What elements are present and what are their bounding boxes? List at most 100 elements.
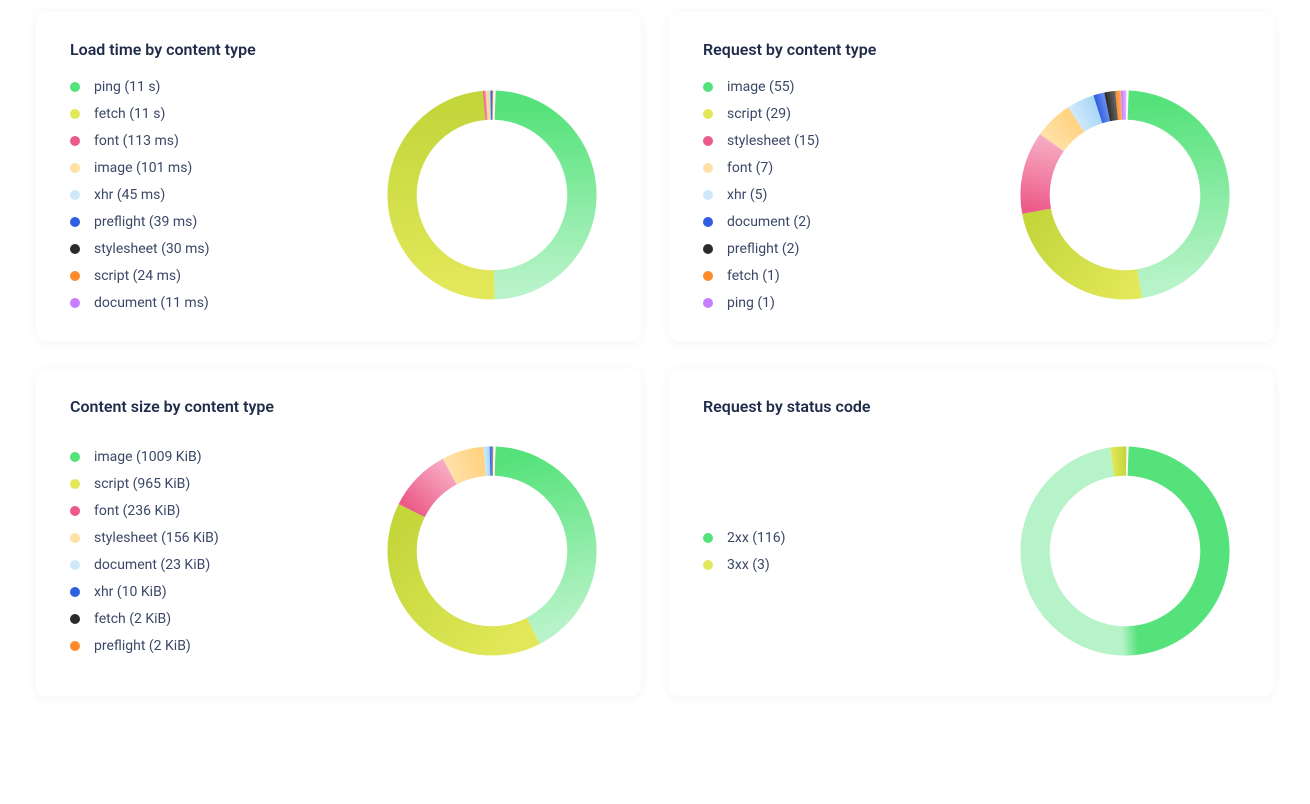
legend-label: xhr (45 ms) — [94, 187, 165, 203]
legend-swatch — [70, 506, 80, 516]
legend-label: script (965 KiB) — [94, 476, 190, 492]
donut-chart — [1010, 436, 1240, 666]
donut-segment — [387, 504, 540, 656]
legend-item: xhr (10 KiB) — [70, 584, 219, 600]
legend-label: xhr (5) — [727, 187, 767, 203]
legend-label: image (1009 KiB) — [94, 449, 202, 465]
donut-chart — [377, 436, 607, 666]
legend-label: font (236 KiB) — [94, 503, 180, 519]
donut-segment — [492, 90, 493, 119]
legend: image (1009 KiB) script (965 KiB) font (23… — [70, 449, 219, 654]
legend-swatch — [70, 82, 80, 92]
legend-label: stylesheet (156 KiB) — [94, 530, 219, 546]
legend-swatch — [70, 244, 80, 254]
legend-label: preflight (39 ms) — [94, 214, 197, 230]
legend-swatch — [70, 641, 80, 651]
legend-swatch — [70, 217, 80, 227]
legend-item: script (24 ms) — [70, 268, 209, 284]
donut-segment — [1022, 209, 1142, 300]
donut-segment — [494, 91, 597, 300]
legend-item: document (2) — [703, 214, 820, 230]
legend-item: ping (11 s) — [70, 79, 209, 95]
legend-swatch — [703, 560, 713, 570]
legend-swatch — [703, 217, 713, 227]
donut-segment — [495, 447, 597, 644]
legend-label: document (2) — [727, 214, 811, 230]
legend-item: preflight (2) — [703, 241, 820, 257]
legend-swatch — [70, 560, 80, 570]
legend-item: font (113 ms) — [70, 133, 209, 149]
legend-item: font (236 KiB) — [70, 503, 219, 519]
donut-segment — [387, 91, 494, 300]
legend-item: preflight (2 KiB) — [70, 638, 219, 654]
legend-swatch — [70, 587, 80, 597]
legend-label: 2xx (116) — [727, 530, 786, 546]
legend-swatch — [70, 190, 80, 200]
donut-chart — [377, 80, 607, 310]
legend-swatch — [70, 479, 80, 489]
legend: ping (11 s) fetch (11 s) font (113 ms) imag… — [70, 79, 209, 311]
legend-label: ping (1) — [727, 295, 775, 311]
legend-item: 3xx (3) — [703, 557, 786, 573]
legend-label: document (23 KiB) — [94, 557, 210, 573]
legend-item: stylesheet (156 KiB) — [70, 530, 219, 546]
legend-swatch — [70, 452, 80, 462]
panel-title: Request by status code — [703, 397, 1240, 416]
legend-label: font (113 ms) — [94, 133, 179, 149]
legend-swatch — [703, 190, 713, 200]
panel-body: ping (11 s) fetch (11 s) font (113 ms) imag… — [70, 79, 607, 311]
legend-label: image (101 ms) — [94, 160, 192, 176]
legend-item: document (11 ms) — [70, 295, 209, 311]
legend-swatch — [70, 298, 80, 308]
legend-swatch — [703, 533, 713, 543]
legend-label: font (7) — [727, 160, 773, 176]
legend-swatch — [703, 136, 713, 146]
legend-swatch — [70, 614, 80, 624]
legend-item: image (55) — [703, 79, 820, 95]
legend-item: ping (1) — [703, 295, 820, 311]
legend-swatch — [703, 109, 713, 119]
legend-swatch — [703, 271, 713, 281]
legend-swatch — [70, 163, 80, 173]
legend-label: stylesheet (30 ms) — [94, 241, 209, 257]
legend-label: ping (11 s) — [94, 79, 160, 95]
legend-item: stylesheet (15) — [703, 133, 820, 149]
legend-swatch — [703, 244, 713, 254]
legend: 2xx (116) 3xx (3) — [703, 530, 786, 573]
donut-chart — [1010, 80, 1240, 310]
panel-body: image (55) script (29) stylesheet (15) font… — [703, 79, 1240, 311]
legend-label: script (24 ms) — [94, 268, 181, 284]
legend-swatch — [70, 271, 80, 281]
legend: image (55) script (29) stylesheet (15) font… — [703, 79, 820, 311]
legend-item: preflight (39 ms) — [70, 214, 209, 230]
legend-label: preflight (2 KiB) — [94, 638, 191, 654]
legend-item: fetch (2 KiB) — [70, 611, 219, 627]
legend-item: xhr (45 ms) — [70, 187, 209, 203]
legend-item: fetch (11 s) — [70, 106, 209, 122]
donut-segment — [1020, 447, 1229, 656]
legend-swatch — [703, 163, 713, 173]
legend-swatch — [70, 109, 80, 119]
legend-label: fetch (2 KiB) — [94, 611, 171, 627]
legend-swatch — [70, 533, 80, 543]
legend-item: script (29) — [703, 106, 820, 122]
legend-item: fetch (1) — [703, 268, 820, 284]
legend-swatch — [703, 298, 713, 308]
legend-item: image (1009 KiB) — [70, 449, 219, 465]
legend-label: fetch (11 s) — [94, 106, 165, 122]
legend-label: document (11 ms) — [94, 295, 209, 311]
legend-label: image (55) — [727, 79, 794, 95]
legend-item: image (101 ms) — [70, 160, 209, 176]
legend-swatch — [70, 136, 80, 146]
legend-label: script (29) — [727, 106, 791, 122]
legend-label: 3xx (3) — [727, 557, 770, 573]
panel-content-size: Content size by content type image (1009 … — [36, 369, 641, 696]
panel-title: Content size by content type — [70, 397, 607, 416]
legend-label: stylesheet (15) — [727, 133, 820, 149]
legend-item: document (23 KiB) — [70, 557, 219, 573]
panel-body: 2xx (116) 3xx (3) — [703, 436, 1240, 666]
legend-label: fetch (1) — [727, 268, 780, 284]
panel-title: Request by content type — [703, 40, 1240, 59]
legend-label: preflight (2) — [727, 241, 799, 257]
panel-status-code: Request by status code 2xx (116) 3xx (3) — [669, 369, 1274, 696]
